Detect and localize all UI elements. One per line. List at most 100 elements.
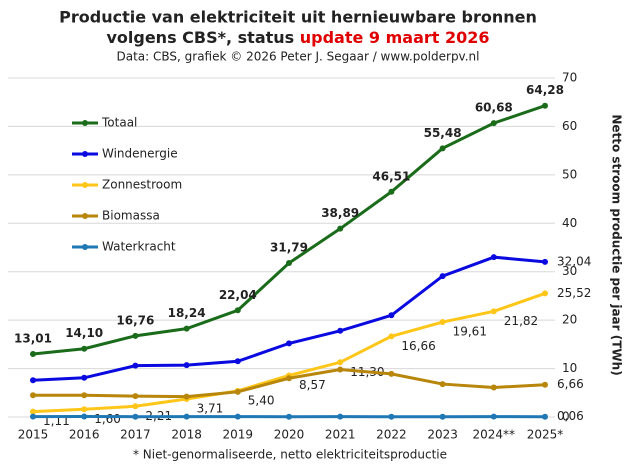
data-label: 46,51	[372, 169, 410, 183]
point	[286, 260, 292, 267]
data-label: 38,89	[321, 206, 359, 220]
data-label: 16,76	[116, 313, 154, 327]
y-tick-label: 50	[562, 167, 577, 181]
x-tick-label: 2025*	[527, 428, 564, 442]
x-tick-label: 2024**	[473, 428, 516, 442]
data-label: 16,66	[401, 339, 435, 353]
data-label: 3,71	[197, 402, 224, 416]
point	[234, 307, 241, 314]
legend-label: Windenergie	[102, 147, 178, 161]
point	[542, 258, 548, 265]
point	[542, 381, 548, 388]
subtitle: Data: CBS, grafiek © 2026 Peter J. Segaa…	[117, 50, 480, 64]
point	[337, 413, 344, 420]
x-tick-label: 2017	[120, 428, 151, 442]
point	[490, 413, 497, 420]
x-tick-label: 2022	[376, 428, 407, 442]
legend-label: Biomassa	[102, 209, 160, 223]
data-label: 0,06	[557, 409, 584, 423]
y-axis-label: Netto stroom productie per jaar (TWh)	[610, 114, 624, 375]
point	[81, 345, 88, 352]
chart-title-line2: volgens CBS*, status update 9 maart 2026	[106, 28, 489, 47]
data-label: 6,66	[557, 377, 584, 391]
point	[234, 413, 241, 420]
data-label: 5,40	[248, 393, 275, 407]
point	[388, 312, 395, 319]
point	[439, 145, 446, 152]
chart-title: Productie van elektriciteit uit hernieuw…	[59, 8, 537, 27]
point	[490, 308, 497, 315]
point	[132, 393, 139, 400]
data-label: 21,82	[504, 314, 538, 328]
point	[388, 370, 395, 377]
legend-marker	[82, 182, 88, 188]
point	[388, 188, 395, 195]
point	[183, 325, 190, 332]
point	[337, 327, 344, 334]
point	[337, 366, 344, 373]
point	[183, 362, 190, 369]
point	[286, 375, 292, 382]
x-tick-label: 2016	[69, 428, 100, 442]
point	[30, 408, 36, 415]
point	[234, 388, 241, 395]
footnote: * Niet-genormaliseerde, netto elektricit…	[133, 448, 447, 462]
x-tick-label: 2019	[223, 428, 254, 442]
point	[490, 120, 497, 127]
legend-label: Totaal	[101, 116, 137, 130]
point	[234, 358, 241, 365]
point	[81, 392, 88, 399]
point	[132, 362, 139, 369]
data-label: 64,28	[526, 83, 564, 97]
data-label: 14,10	[65, 326, 103, 340]
point	[132, 332, 139, 339]
legend-marker	[82, 151, 88, 157]
point	[286, 413, 292, 420]
data-label: 60,68	[475, 101, 513, 115]
data-label: 22,04	[219, 288, 257, 302]
data-label: 19,61	[453, 325, 487, 339]
y-tick-label: 0	[562, 410, 570, 424]
point	[132, 403, 139, 410]
data-label: 55,48	[424, 126, 462, 140]
data-label: 25,52	[557, 286, 591, 300]
x-tick-label: 2015	[18, 428, 49, 442]
y-tick-label: 70	[562, 71, 577, 85]
point	[337, 225, 344, 232]
point	[542, 102, 548, 109]
series-line	[32, 291, 546, 414]
point	[388, 413, 395, 420]
data-label: 1,60	[94, 412, 121, 426]
point	[490, 254, 497, 261]
series-line	[32, 255, 546, 382]
point	[490, 384, 497, 391]
x-tick-label: 2021	[325, 428, 356, 442]
point	[439, 381, 446, 388]
point	[81, 413, 88, 420]
y-tick-label: 60	[562, 119, 577, 133]
point	[337, 359, 344, 366]
legend-label: Zonnestroom	[102, 178, 182, 192]
x-tick-label: 2018	[171, 428, 202, 442]
y-tick-label: 30	[562, 264, 577, 278]
title-text: volgens CBS*, status	[106, 28, 299, 47]
point	[439, 413, 446, 420]
data-label: 8,57	[299, 378, 326, 392]
point	[81, 406, 88, 413]
y-tick-label: 20	[562, 313, 577, 327]
point	[30, 377, 36, 384]
point	[286, 340, 292, 347]
title-highlight: update 9 maart 2026	[300, 28, 490, 47]
x-tick-label: 2020	[274, 428, 305, 442]
point	[30, 392, 36, 399]
point	[439, 273, 446, 280]
y-tick-label: 40	[562, 216, 577, 230]
point	[388, 333, 395, 340]
point	[183, 413, 190, 420]
y-tick-label: 10	[562, 361, 577, 375]
x-tick-label: 2023	[427, 428, 458, 442]
data-label: 32,04	[557, 254, 591, 268]
point	[132, 413, 139, 420]
legend-marker	[82, 244, 88, 250]
